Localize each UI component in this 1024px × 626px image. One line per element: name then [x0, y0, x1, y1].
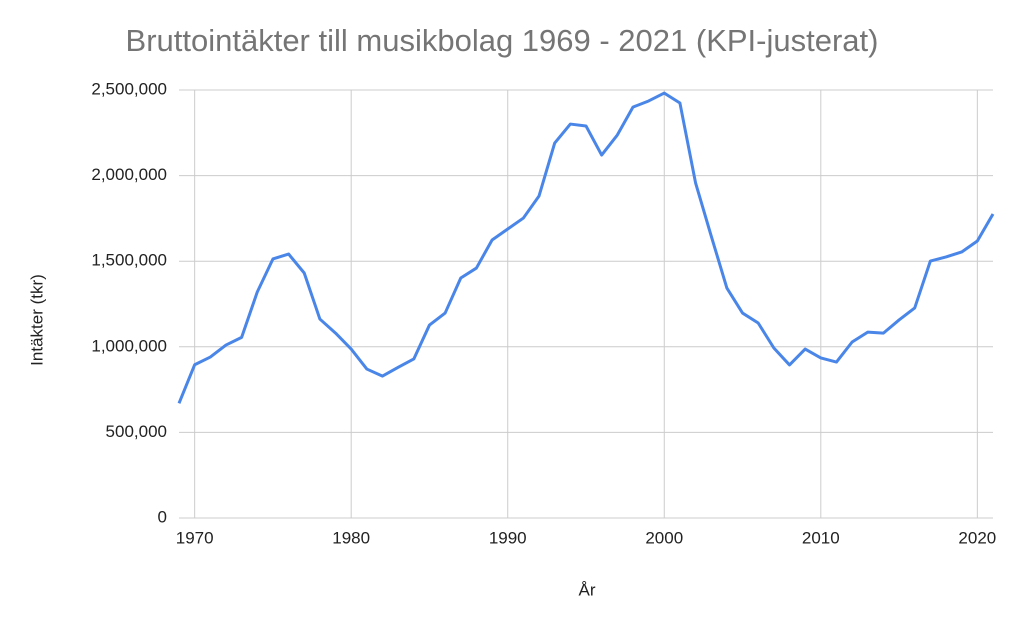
x-axis-label: År — [579, 580, 596, 599]
data-line — [177, 91, 995, 404]
y-tick-label: 1,000,000 — [91, 336, 167, 355]
x-tick-label: 1980 — [332, 528, 370, 547]
y-tick-label: 500,000 — [106, 422, 167, 441]
x-tick-label: 1990 — [489, 528, 527, 547]
x-tick-label: 2020 — [958, 528, 996, 547]
y-tick-label: 2,000,000 — [91, 165, 167, 184]
y-tick-label: 2,500,000 — [91, 79, 167, 98]
y-tick-label: 0 — [158, 507, 167, 526]
x-tick-label: 1970 — [176, 528, 214, 547]
y-axis-label: Intäkter (tkr) — [27, 274, 46, 366]
x-tick-label: 2000 — [645, 528, 683, 547]
x-tick-label: 2010 — [802, 528, 840, 547]
chart-title: Bruttointäkter till musikbolag 1969 - 20… — [126, 23, 879, 58]
y-tick-label: 1,500,000 — [91, 251, 167, 270]
